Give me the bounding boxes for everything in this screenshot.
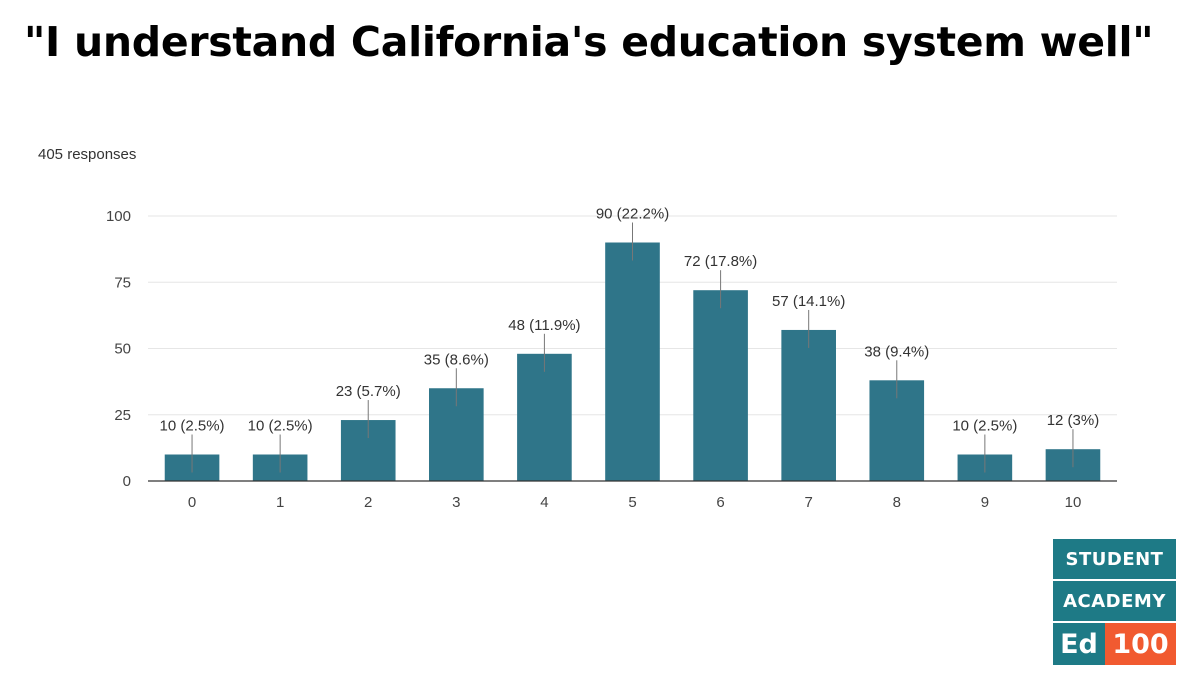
x-tick-label: 7: [805, 494, 813, 511]
logo-100: 100: [1105, 623, 1176, 665]
slide-title: "I understand California's education sys…: [24, 18, 1154, 66]
x-tick-label: 0: [188, 494, 196, 511]
data-label: 10 (2.5%): [248, 418, 313, 435]
y-tick-label: 75: [114, 274, 131, 291]
x-tick-label: 2: [364, 494, 372, 511]
y-tick-label: 100: [106, 208, 131, 225]
data-label: 10 (2.5%): [160, 418, 225, 435]
x-tick-label: 3: [452, 494, 460, 511]
responses-count: 405 responses: [38, 146, 137, 163]
y-tick-label: 25: [114, 407, 131, 424]
data-label: 57 (14.1%): [772, 293, 845, 310]
y-tick-label: 0: [123, 473, 131, 490]
logo-ed: Ed: [1053, 623, 1105, 665]
data-label: 10 (2.5%): [952, 418, 1017, 435]
axes: 0 25 50 75 100 0 1 2 3 4 5 6 7 8 9 10: [106, 208, 1117, 511]
logo-student: STUDENT: [1053, 539, 1176, 581]
y-tick-label: 50: [114, 341, 131, 358]
student-academy-ed100-logo: STUDENT ACADEMY Ed 100: [1053, 539, 1176, 665]
x-tick-label: 5: [628, 494, 636, 511]
bar: [693, 290, 748, 481]
x-tick-label: 9: [981, 494, 989, 511]
bar: [781, 329, 836, 481]
x-tick-label: 10: [1065, 494, 1082, 511]
logo-academy: ACADEMY: [1053, 581, 1176, 623]
x-tick-label: 8: [893, 494, 901, 511]
data-label: 12 (3%): [1047, 412, 1100, 429]
x-tick-label: 1: [276, 494, 284, 511]
data-labels: 10 (2.5%) 10 (2.5%) 23 (5.7%) 35 (8.6%) 48 (…: [160, 206, 1100, 473]
bar: [605, 242, 660, 481]
bar: [517, 353, 572, 481]
data-label: 38 (9.4%): [864, 343, 929, 360]
data-label: 23 (5.7%): [336, 383, 401, 400]
data-label: 48 (11.9%): [508, 317, 580, 334]
data-label: 90 (22.2%): [596, 206, 669, 223]
bar-chart: 10 (2.5%) 10 (2.5%) 23 (5.7%) 35 (8.6%) 48 (…: [106, 206, 1117, 511]
x-tick-label: 4: [540, 494, 548, 511]
logo-ed100: Ed 100: [1053, 623, 1176, 665]
bars: [164, 242, 1101, 481]
data-label: 35 (8.6%): [424, 351, 489, 368]
x-tick-label: 6: [716, 494, 724, 511]
data-label: 72 (17.8%): [684, 253, 757, 270]
